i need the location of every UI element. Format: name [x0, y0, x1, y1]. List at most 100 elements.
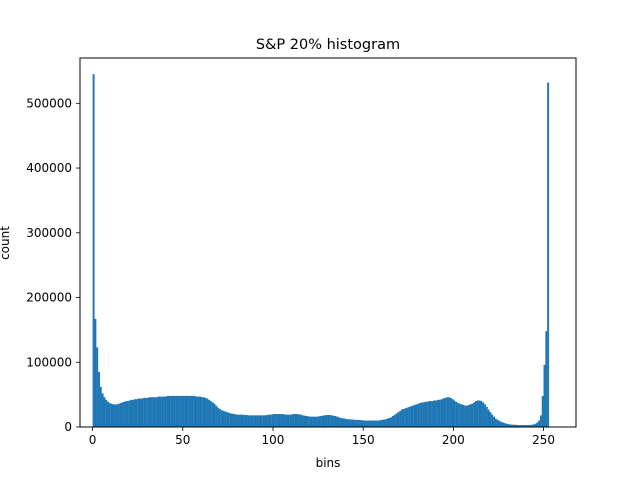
histogram-bar [363, 420, 366, 427]
histogram-bar [325, 415, 328, 427]
histogram-bar [534, 423, 537, 427]
histogram-bar [381, 419, 384, 427]
histogram-bar [532, 424, 535, 427]
histogram-bar [383, 419, 385, 427]
histogram-bar [464, 405, 467, 427]
histogram-bar [357, 419, 360, 427]
histogram-bar [101, 393, 104, 427]
histogram-bar [218, 408, 221, 427]
histogram-bar [171, 395, 174, 427]
histogram-bar [247, 415, 250, 427]
histogram-bar [137, 398, 140, 427]
histogram-bar [134, 399, 137, 427]
histogram-bar [354, 419, 357, 427]
histogram-bar [173, 395, 176, 427]
histogram-bar [274, 414, 277, 427]
histogram-bar [435, 400, 438, 427]
histogram-bar [256, 415, 259, 427]
histogram-bar [480, 401, 483, 427]
histogram-bar [319, 415, 322, 427]
histogram-bar [328, 415, 331, 427]
y-tick-label: 100000 [26, 355, 72, 369]
histogram-bar [539, 415, 542, 427]
histogram-bar [451, 399, 454, 427]
histogram-bar [112, 404, 115, 427]
histogram-bar [397, 412, 400, 427]
histogram-bar [287, 414, 290, 427]
histogram-bar [419, 403, 422, 427]
histogram-bar [202, 397, 205, 427]
histogram-bar [475, 401, 477, 427]
histogram-bar [249, 415, 252, 427]
histogram-bar [303, 415, 306, 427]
histogram-bar [345, 418, 348, 427]
histogram-bar [337, 417, 340, 427]
histogram-bar [406, 407, 409, 427]
histogram-bar [283, 414, 286, 427]
histogram-bar [152, 397, 155, 427]
histogram-bar [465, 405, 468, 427]
histogram-bar [523, 425, 526, 427]
histogram-bar [199, 396, 201, 427]
histogram-bar [141, 398, 144, 427]
y-axis-label: count [0, 226, 12, 260]
histogram-bar [527, 425, 530, 427]
histogram-bar [516, 425, 519, 427]
y-tick-label: 200000 [26, 291, 72, 305]
histogram-bar [460, 404, 463, 427]
histogram-bar [186, 395, 189, 427]
histogram-bar [428, 401, 431, 427]
histogram-bar [321, 415, 324, 427]
histogram-bar [177, 395, 180, 427]
histogram-bar [204, 397, 207, 427]
histogram-bar [245, 415, 248, 427]
histogram-bar [484, 404, 486, 427]
histogram-bar [208, 399, 211, 427]
histogram-bar [155, 397, 158, 427]
histogram-bar [318, 416, 321, 427]
histogram-bar [530, 424, 533, 427]
histogram-bar [424, 401, 427, 427]
histogram-bar [294, 414, 297, 427]
histogram-bar [456, 403, 459, 427]
histogram-bar [301, 415, 304, 427]
chart-title: S&P 20% histogram [256, 37, 400, 53]
histogram-bar [309, 416, 312, 427]
histogram-bar [222, 410, 225, 427]
histogram-bar [298, 414, 301, 427]
histogram-bar [291, 414, 293, 427]
histogram-bar [107, 401, 109, 427]
y-axis-ticks: 0 100000 200000 300000 400000 500000 [26, 96, 80, 434]
histogram-bar [200, 397, 203, 427]
histogram-bar [370, 420, 373, 427]
histogram-bar [217, 407, 220, 427]
histogram-bar [361, 420, 364, 427]
histogram-bar [402, 408, 405, 427]
histogram-bar [518, 425, 521, 427]
y-tick-label: 0 [64, 420, 72, 434]
histogram-bar [521, 425, 524, 427]
histogram-bar [355, 419, 358, 427]
histogram-bar [153, 397, 156, 427]
histogram-bar [404, 408, 407, 427]
histogram-bar [437, 399, 440, 427]
histogram-bar [276, 414, 279, 427]
histogram-bar [146, 397, 149, 427]
histogram-bar [327, 415, 330, 427]
histogram-bar [128, 400, 131, 427]
histogram-bar [117, 403, 120, 427]
histogram-bar [366, 420, 369, 427]
x-tick-label: 0 [89, 433, 97, 447]
histogram-bar [429, 401, 432, 427]
histogram-bar [493, 416, 495, 427]
histogram-bar [289, 414, 292, 427]
histogram-bar [392, 415, 394, 427]
histogram-bar [271, 414, 274, 427]
histogram-bar [476, 400, 479, 427]
histogram-bar [175, 395, 178, 427]
histogram-bar [211, 402, 214, 427]
histogram-bar [377, 420, 380, 427]
histogram-bar [98, 371, 100, 427]
histogram-bar [393, 414, 396, 427]
histogram-bar [502, 422, 504, 427]
